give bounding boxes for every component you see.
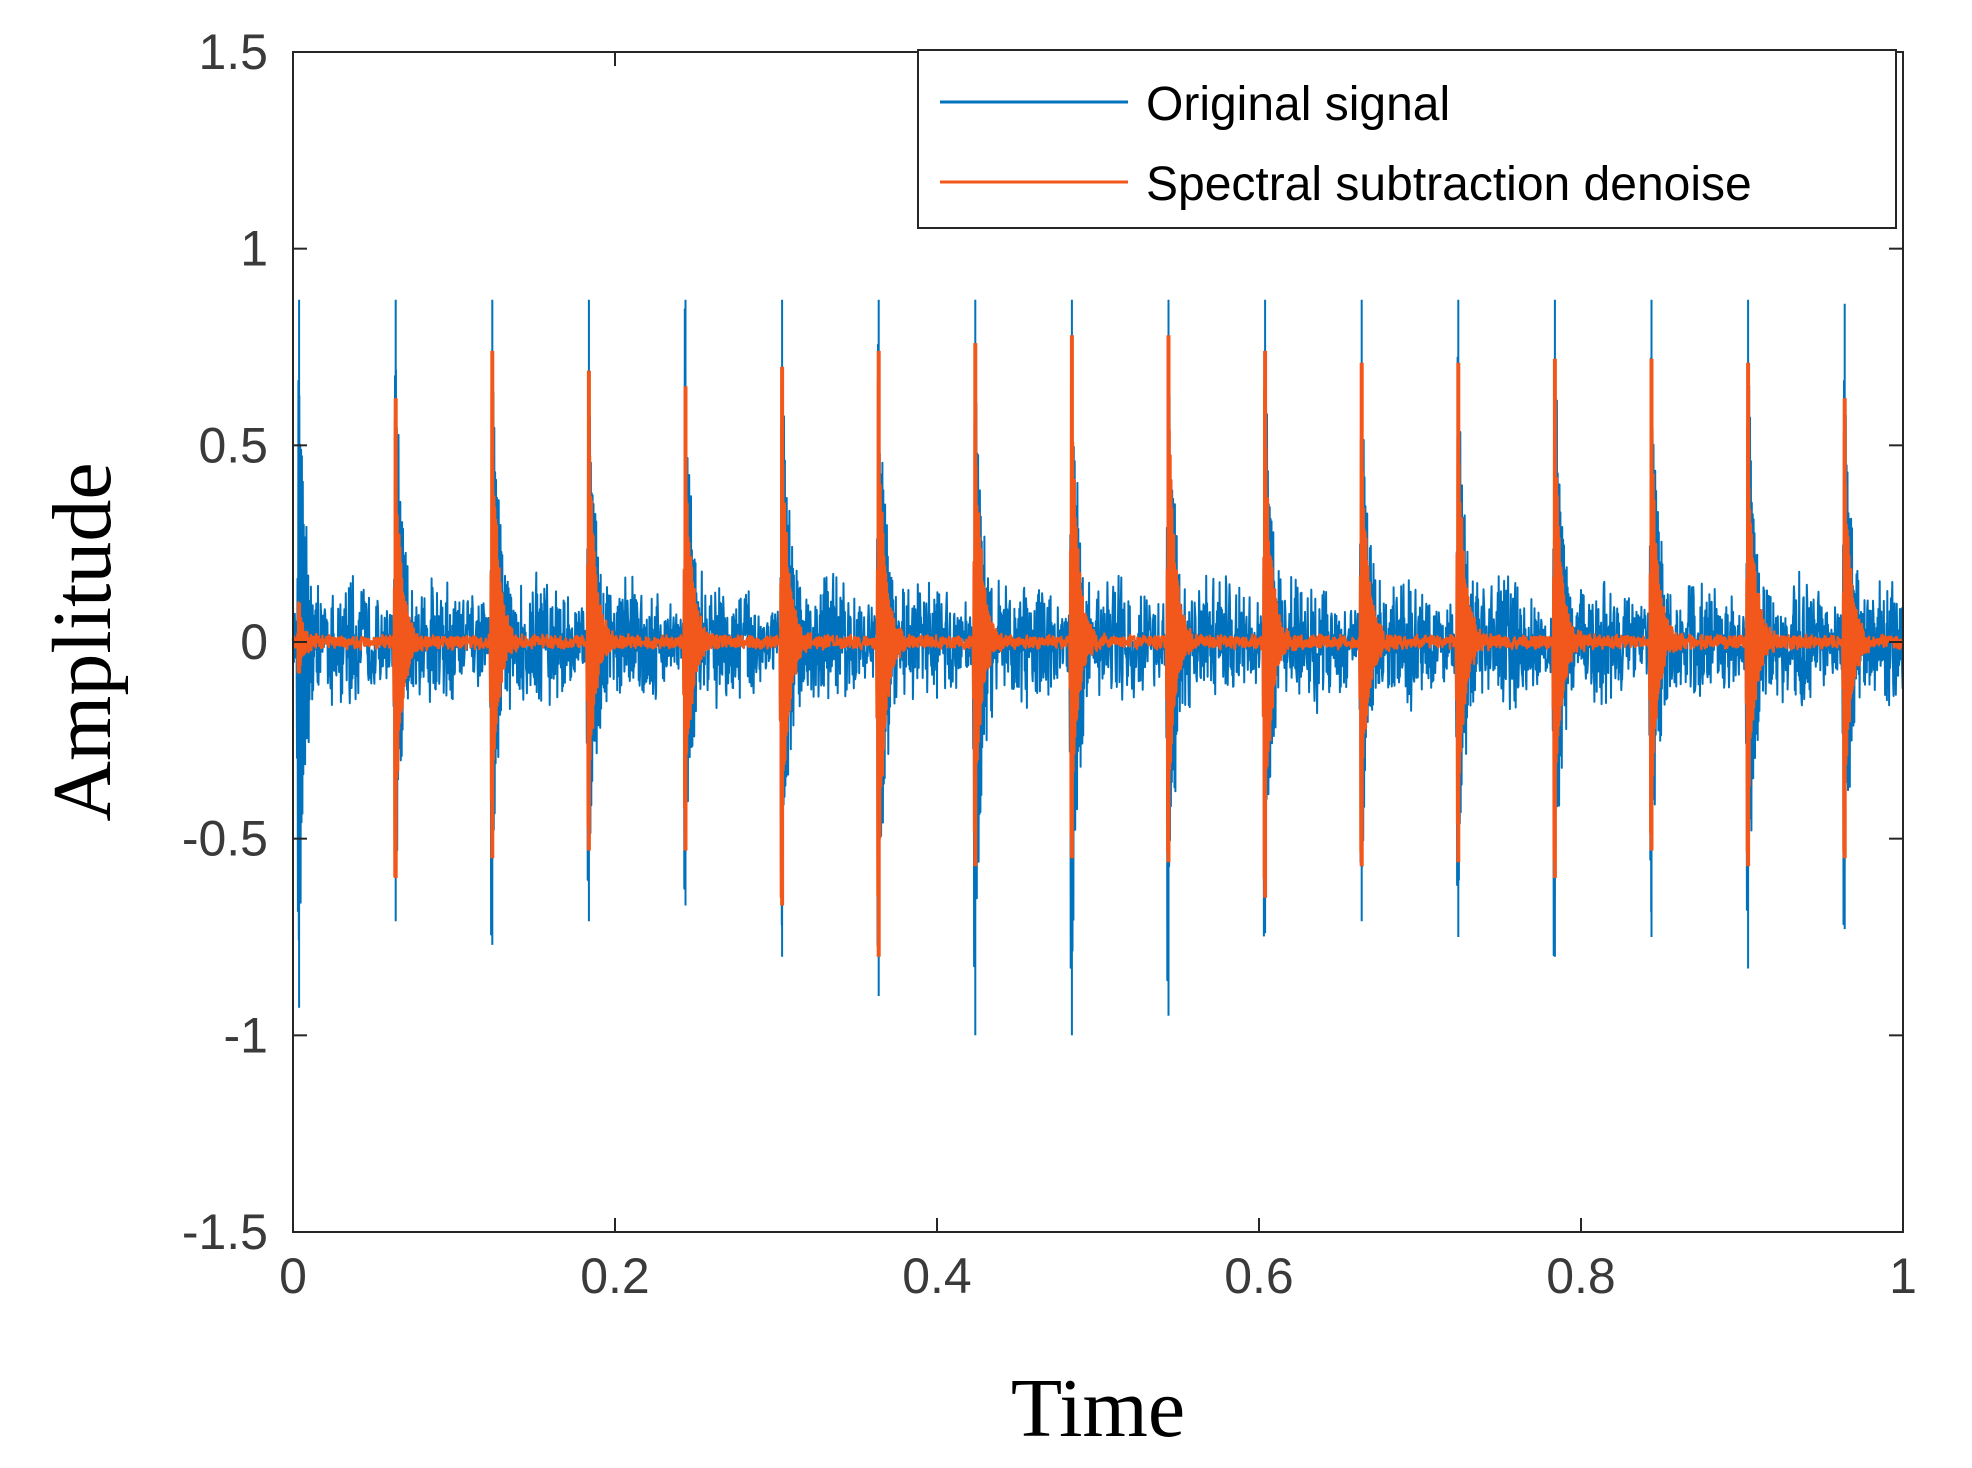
x-tick-label-4: 0.8 [1546, 1248, 1616, 1304]
y-tick-label-3: 0 [240, 614, 268, 670]
y-axis-title: Amplitude [36, 462, 129, 821]
x-tick-label-0: 0 [279, 1248, 307, 1304]
series-line-0 [292, 308, 1904, 982]
y-tick-label-6: -1.5 [182, 1204, 268, 1260]
legend: Original signal Spectral subtraction den… [917, 49, 1897, 229]
series-layer [291, 299, 1905, 1036]
x-tick-labels: 0 0.2 0.4 0.6 0.8 1 [279, 1248, 1917, 1304]
legend-label-denoised: Spectral subtraction denoise [1146, 158, 1752, 211]
legend-label-original: Original signal [1146, 78, 1450, 131]
y-tick-label-0: 1.5 [198, 24, 268, 80]
x-tick-label-5: 1 [1889, 1248, 1917, 1304]
y-tick-label-4: -0.5 [182, 811, 268, 867]
y-tick-labels: 1.5 1 0.5 0 -0.5 -1 -1.5 [182, 24, 268, 1260]
x-tick-label-2: 0.4 [902, 1248, 972, 1304]
x-axis-title: Time [1011, 1362, 1185, 1455]
x-tick-label-3: 0.6 [1224, 1248, 1294, 1304]
y-tick-label-1: 1 [240, 221, 268, 277]
y-tick-label-5: -1 [224, 1007, 268, 1063]
series-line-1 [291, 367, 1905, 899]
x-tick-label-1: 0.2 [580, 1248, 650, 1304]
y-tick-label-2: 0.5 [198, 417, 268, 473]
legend-box [917, 49, 1897, 229]
